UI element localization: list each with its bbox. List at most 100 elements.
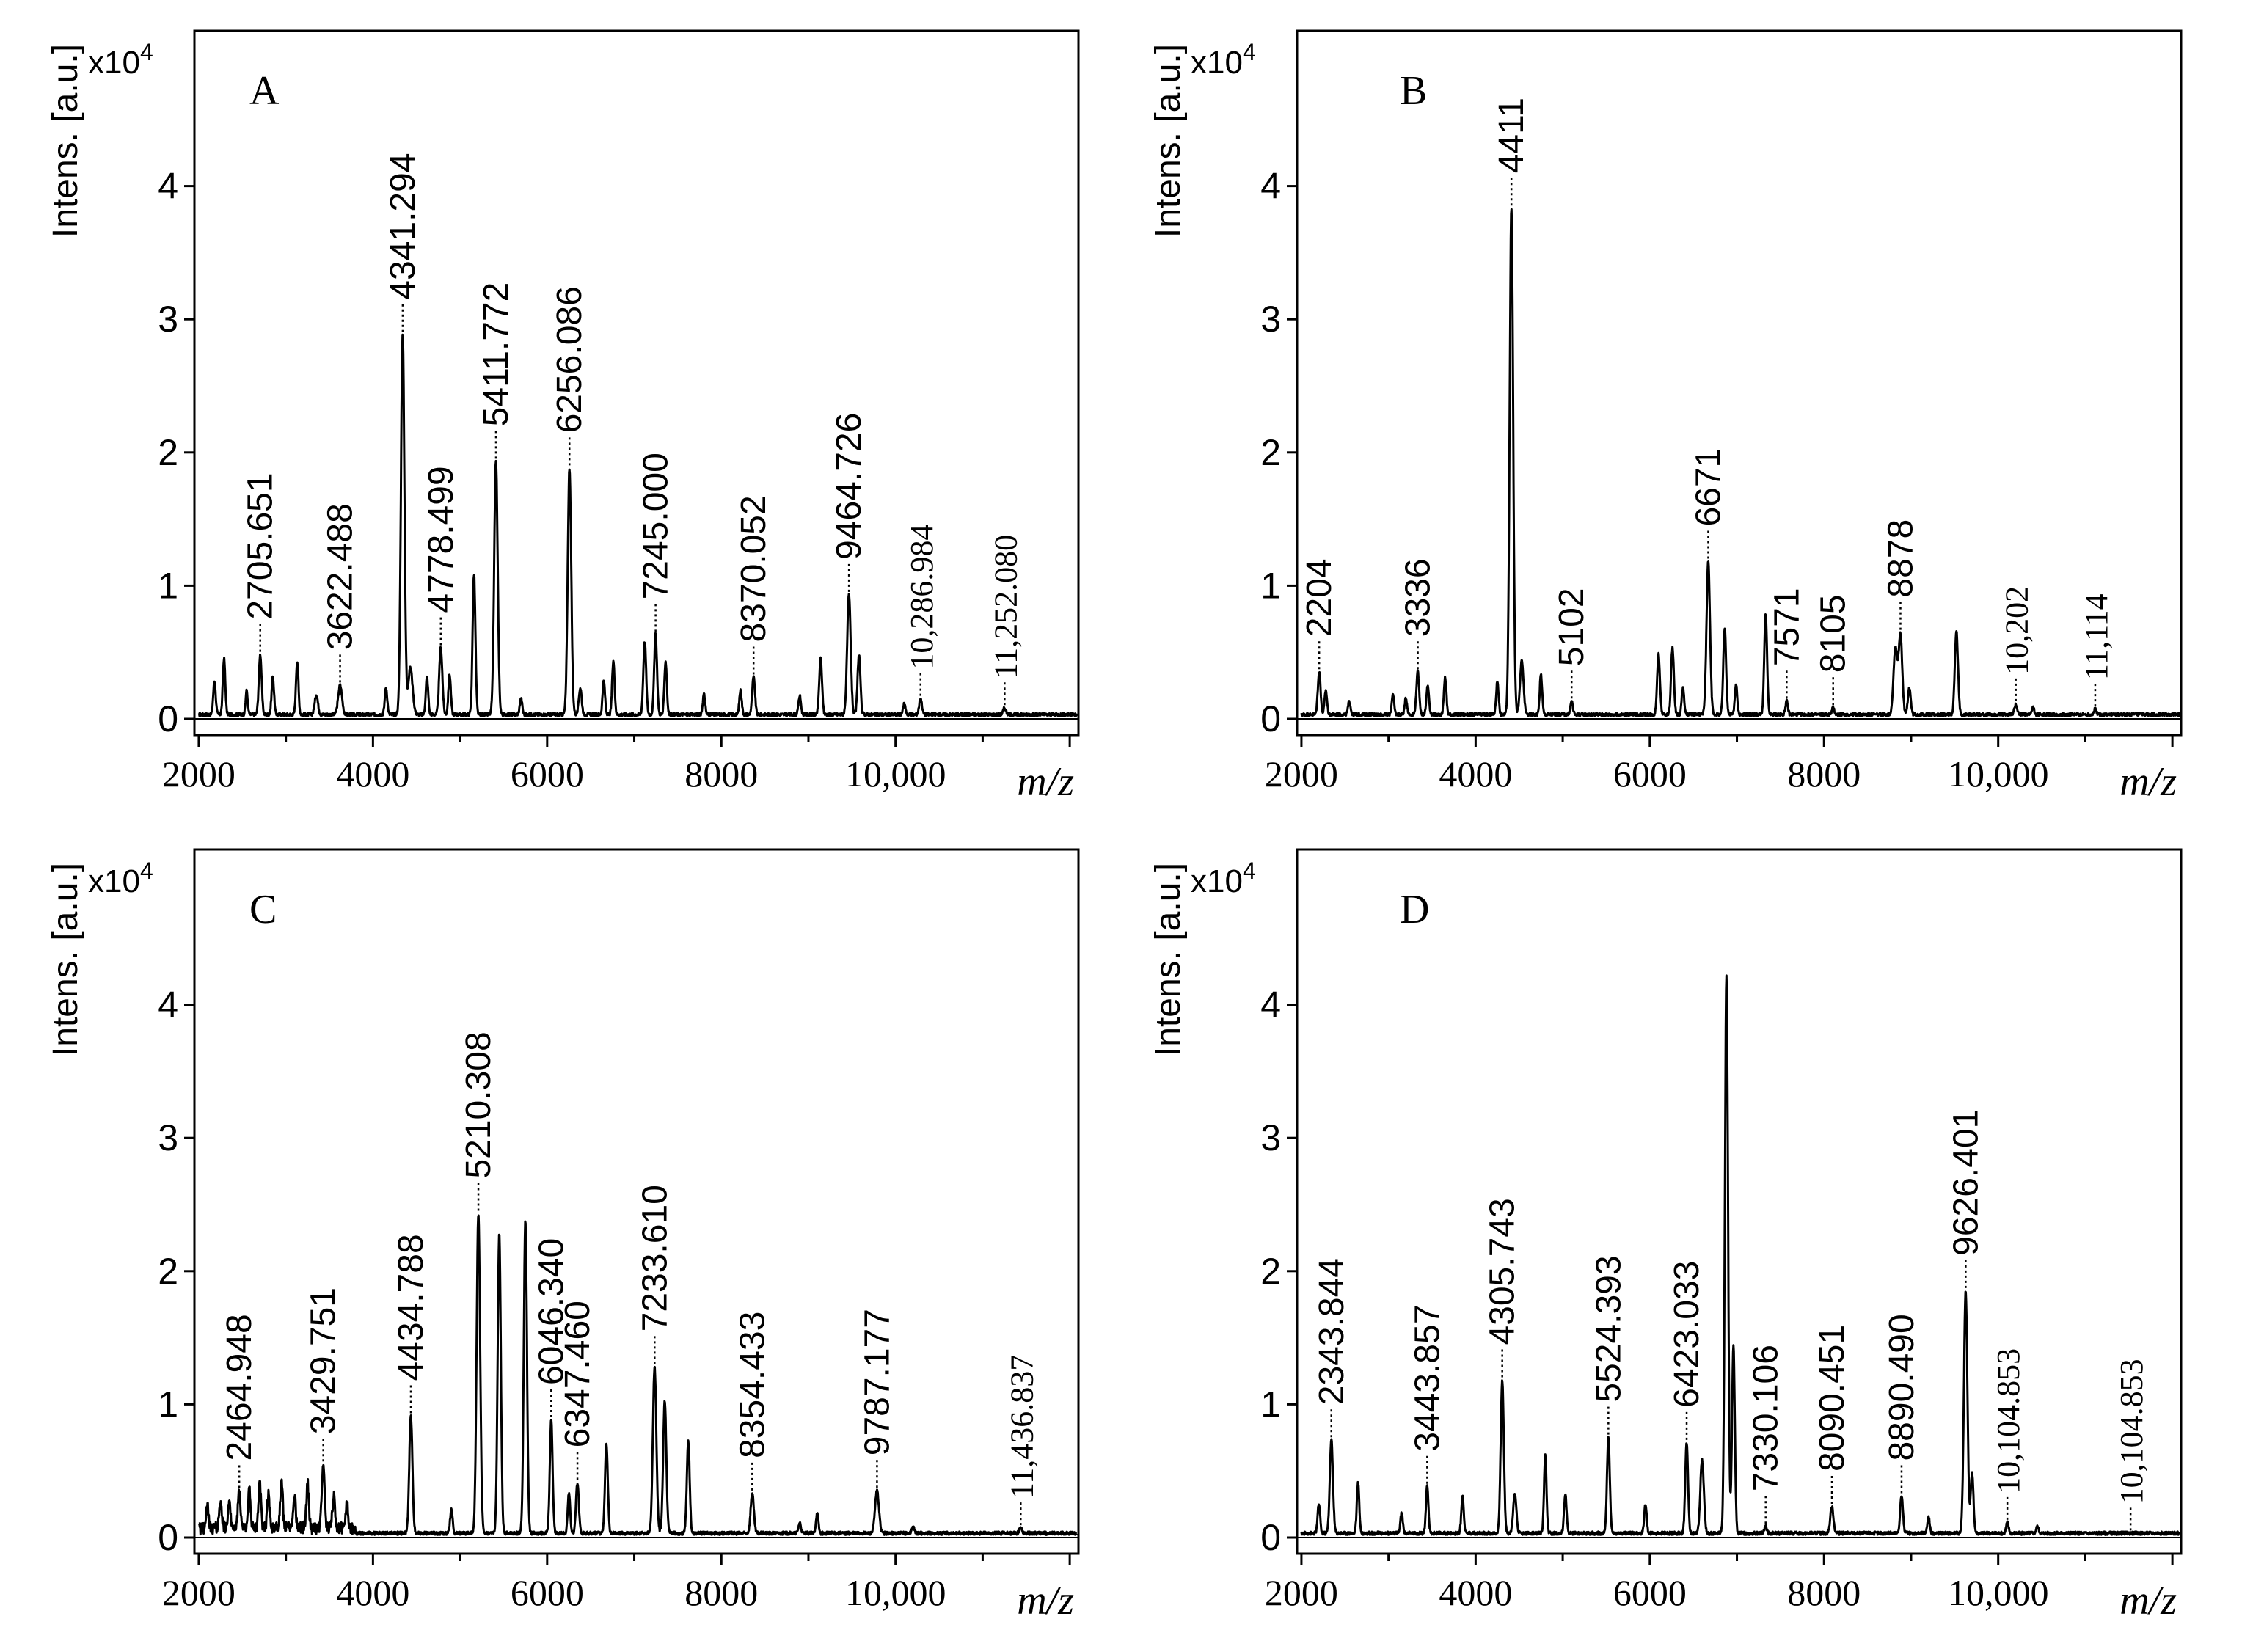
peak-label: 6256.086	[550, 286, 589, 433]
x-tick-label: 10,000	[845, 753, 946, 794]
y-tick-label: 2	[158, 1251, 178, 1292]
y-tick-label: 4	[158, 166, 178, 207]
spectrum-trace	[1300, 974, 2180, 1536]
peak-label: 9787.177	[858, 1309, 897, 1455]
x-tick-label: 2000	[162, 753, 235, 794]
peak-label: 6046.340	[532, 1238, 571, 1385]
peak-label: 5411.772	[477, 282, 516, 427]
panel-b: 0 1 2 3 4 2000 4000 6000 8000 10,000 m/z Intens. [a…	[1149, 29, 2183, 805]
y-tick-label: 3	[158, 299, 178, 340]
x-tick-label: 6000	[511, 1572, 584, 1613]
x-tick-label: 6000	[1613, 1572, 1687, 1613]
plot-frame	[1296, 848, 2183, 1555]
panel-label: D	[1400, 887, 1429, 932]
x-tick-label: 10,000	[1948, 753, 2049, 794]
plot-frame	[1296, 29, 2183, 737]
peak-label: 4411	[1492, 98, 1531, 173]
panel-a: 0 1 2 3 4 2000 4000 6000 8000 10,000 m/z Intens. [a…	[46, 29, 1080, 805]
peak-label: 8890.490	[1883, 1314, 1921, 1461]
peak-label: 4778.499	[422, 466, 461, 613]
peak-label: 11,436.837	[1004, 1355, 1040, 1499]
spectrum-trace	[197, 333, 1078, 717]
peak-label: 8354.433	[733, 1312, 772, 1458]
y-tick-label: 0	[158, 1517, 178, 1558]
y-axis-label: Intens. [a.u.]	[1149, 863, 1188, 1056]
peak-label: 9464.726	[830, 413, 869, 560]
y-tick-label: 0	[1260, 1517, 1281, 1558]
peak-label: 2204	[1300, 558, 1339, 637]
x-tick-label: 8000	[684, 753, 758, 794]
y-tick-label: 0	[158, 698, 178, 739]
panel-label: C	[249, 887, 277, 932]
peak-label: 3443.857	[1408, 1305, 1447, 1452]
x-tick-label: 8000	[684, 1572, 758, 1613]
peak-label: 9626.401	[1946, 1109, 1985, 1256]
peak-label: 3336	[1399, 558, 1438, 637]
y-tick-label: 4	[1260, 166, 1281, 207]
x-tick-label: 2000	[162, 1572, 235, 1613]
spectrum-trace	[1300, 208, 2181, 717]
peak-label: 7233.610	[635, 1185, 674, 1331]
plot-frame	[193, 29, 1080, 737]
peak-label: 3429.751	[304, 1287, 343, 1434]
y-tick-label: 3	[1260, 1117, 1281, 1158]
peak-label: 8370.052	[734, 495, 773, 642]
peak-label: 5524.393	[1589, 1255, 1628, 1402]
y-tick-label: 1	[158, 1384, 178, 1425]
y-multiplier: x104	[88, 858, 153, 899]
y-axis-label: Intens. [a.u.]	[1149, 44, 1188, 238]
peak-label: 6423.033	[1668, 1261, 1706, 1408]
spectrum-trace	[197, 1214, 1078, 1536]
y-tick-label: 1	[158, 565, 178, 606]
peak-label: 5210.308	[459, 1031, 498, 1178]
x-tick-label: 4000	[336, 753, 409, 794]
y-axis-label: Intens. [a.u.]	[46, 863, 85, 1056]
peak-label: 11,252.080	[987, 535, 1023, 679]
peak-label: 8105	[1814, 595, 1853, 673]
y-tick-label: 4	[158, 984, 178, 1026]
peak-label: 4305.743	[1483, 1198, 1522, 1345]
y-tick-label: 4	[1260, 984, 1281, 1026]
x-axis-label: m/z	[2119, 759, 2177, 805]
x-tick-label: 2000	[1265, 753, 1338, 794]
x-tick-label: 10,000	[1948, 1572, 2049, 1613]
peak-label: 3622.488	[321, 503, 360, 650]
peak-label: 8878	[1881, 519, 1920, 598]
x-tick-label: 6000	[1613, 753, 1687, 794]
x-tick-label: 6000	[511, 753, 584, 794]
peak-label: 6671	[1689, 448, 1728, 527]
peak-label: 7330.106	[1747, 1345, 1786, 1491]
y-multiplier: x104	[1191, 39, 1256, 81]
peak-label: 5102	[1552, 588, 1591, 666]
peak-label: 4341.294	[384, 153, 423, 299]
x-axis-label: m/z	[1017, 1578, 1074, 1623]
panel-label: B	[1400, 68, 1427, 114]
y-tick-label: 3	[158, 1117, 178, 1158]
panel-d: 0 1 2 3 4 2000 4000 6000 8000 10,000 m/z Intens. [a…	[1149, 848, 2183, 1623]
x-axis-label: m/z	[2119, 1578, 2177, 1623]
peak-label: 8090.451	[1813, 1325, 1852, 1472]
peak-label: 7245.000	[637, 453, 676, 599]
y-tick-label: 1	[1260, 1384, 1281, 1425]
peak-label: 2705.651	[241, 472, 280, 619]
y-tick-label: 2	[1260, 432, 1281, 473]
x-tick-label: 2000	[1265, 1572, 1338, 1613]
peak-label: 11,114	[2078, 593, 2114, 680]
peak-label: 6347.460	[558, 1301, 597, 1447]
x-axis-label: m/z	[1017, 759, 1074, 805]
y-tick-label: 2	[1260, 1251, 1281, 1292]
y-tick-label: 2	[158, 432, 178, 473]
x-tick-label: 8000	[1787, 753, 1861, 794]
peak-label: 2343.844	[1312, 1258, 1351, 1405]
x-tick-label: 4000	[1439, 1572, 1512, 1613]
y-tick-label: 0	[1260, 698, 1281, 739]
peak-label: 7571	[1767, 588, 1806, 666]
panel-c: 0 1 2 3 4 2000 4000 6000 8000 10,000 m/z Intens. [a…	[46, 848, 1080, 1623]
x-tick-label: 4000	[336, 1572, 409, 1613]
y-multiplier: x104	[88, 39, 153, 81]
y-tick-label: 1	[1260, 565, 1281, 606]
y-multiplier: x104	[1191, 858, 1256, 899]
panel-label: A	[249, 68, 280, 114]
plot-frame	[193, 848, 1080, 1555]
